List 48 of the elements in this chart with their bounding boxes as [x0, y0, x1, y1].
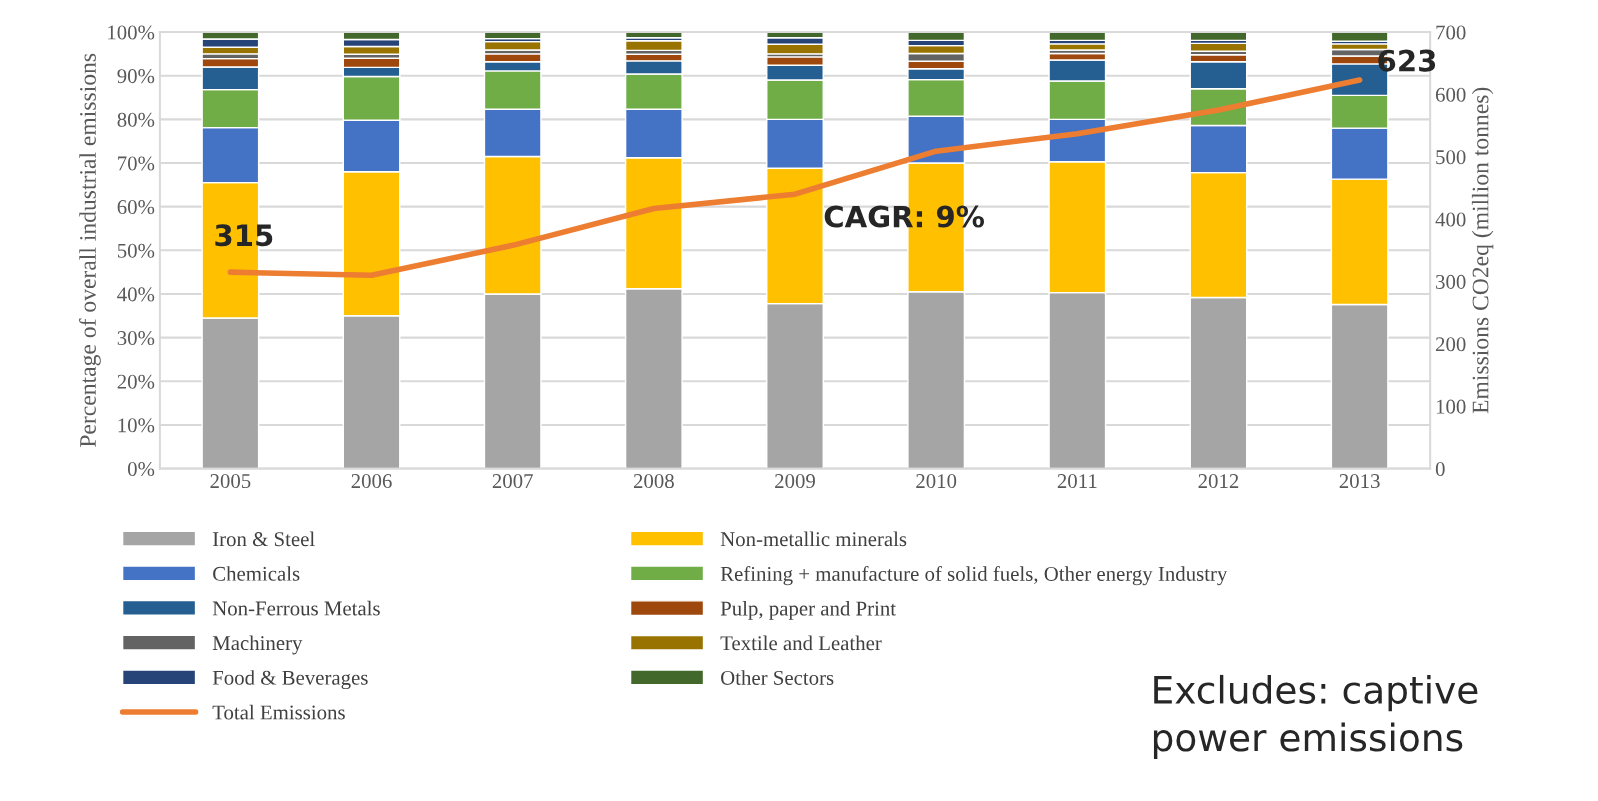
legend-label: Total Emissions — [212, 704, 345, 720]
legend-label: Non-Ferrous Metals — [212, 600, 380, 616]
y2-axis-title: Emissions CO2eq (million tonnes) — [1471, 87, 1494, 414]
y2-tick-label: 300 — [1436, 274, 1466, 289]
y-tick-label: 10% — [118, 418, 155, 433]
y2-tick-label: 500 — [1436, 150, 1466, 165]
bar — [907, 32, 966, 42]
x-tick-label: 2011 — [1057, 474, 1097, 489]
legend-label: Textile and Leather — [720, 635, 882, 651]
bar — [624, 40, 683, 52]
y2-tick-label: 700 — [1436, 25, 1466, 40]
x-tick-label: 2009 — [775, 474, 815, 489]
y-tick-label: 90% — [117, 69, 155, 84]
legend-label: Refining + manufacture of solid fuels, Other energy Industry — [720, 566, 1228, 586]
text: Excludes: captive power emissions — [1153, 674, 1478, 759]
y-tick-label: 20% — [117, 374, 155, 389]
legend-label: Chemicals — [213, 566, 300, 581]
y2-tick-label: 0 — [1435, 461, 1445, 477]
y2-tick-label: 100 — [1436, 399, 1466, 414]
y-tick-label: 50% — [117, 243, 155, 258]
y-tick-label: 0% — [127, 461, 155, 477]
y2-tick-label: 600 — [1435, 87, 1466, 102]
legend-label: Iron & Steel — [212, 531, 315, 547]
y-tick-label: 100% — [108, 25, 155, 40]
y-tick-label: 40% — [117, 287, 155, 302]
x-tick-label: 2006 — [351, 474, 392, 489]
y-tick-label: 70% — [118, 156, 155, 171]
x-tick-label: 2008 — [633, 474, 674, 489]
annotation: 623 — [1378, 49, 1436, 72]
y-tick-label: 30% — [117, 331, 155, 346]
y-tick-label: 80% — [117, 112, 155, 127]
legend-label: Machinery — [212, 635, 303, 655]
legend-label: Other Sectors — [721, 670, 834, 685]
y2-tick-label: 400 — [1435, 212, 1466, 227]
x-tick-label: 2013 — [1339, 474, 1380, 489]
x-tick-label: 2012 — [1198, 474, 1239, 489]
x-tick-label: 2007 — [492, 474, 533, 489]
bar — [1330, 32, 1389, 42]
legend-label: Pulp, paper and Print — [720, 600, 896, 620]
x-tick-label: 2010 — [916, 474, 957, 489]
y-axis-title: Percentage of overall industrial emissions — [79, 53, 101, 447]
y2-tick-label: 200 — [1435, 337, 1466, 352]
legend-label: Food & Beverages — [212, 670, 368, 690]
legend-label: Non-metallic minerals — [720, 531, 907, 547]
bar — [483, 40, 542, 51]
y-tick-label: 60% — [117, 200, 155, 215]
bar — [1048, 32, 1107, 42]
x-tick-label: 2005 — [210, 474, 251, 489]
